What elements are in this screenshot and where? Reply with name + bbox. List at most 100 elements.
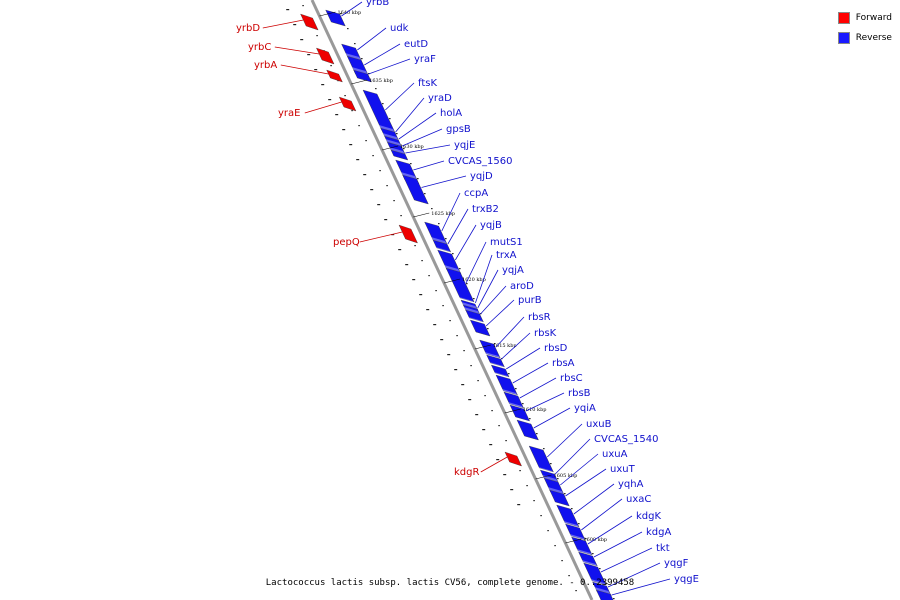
gene-label-reverse: uxaC (626, 494, 651, 505)
gene-reverse-highlight (422, 219, 439, 226)
gene-reverse (463, 307, 484, 323)
gene-reverse-highlight (389, 147, 405, 154)
gene-reverse-highlight (542, 475, 559, 482)
gene-label-forward: kdgR (454, 467, 479, 478)
gene-reverse-shape (325, 9, 346, 27)
label-leader-reverse (364, 43, 401, 66)
label-leader-reverse (611, 578, 671, 596)
gene-label-reverse: uxuA (602, 449, 628, 460)
gene-reverse-highlight (463, 307, 480, 314)
label-leader-reverse (413, 160, 445, 171)
gene-reverse-highlight (563, 521, 580, 528)
kbp-tick-mark (474, 344, 491, 350)
label-leader-reverse (565, 468, 607, 497)
kbp-tick-label: 1615 kbp (493, 343, 517, 349)
label-leader-reverse (512, 362, 549, 384)
gene-reverse (494, 372, 518, 396)
gene-reverse-highlight (527, 443, 544, 450)
gene-forward-shape (338, 96, 357, 112)
gene-label-reverse: rbsK (534, 328, 557, 339)
gene-reverse-highlight (435, 247, 452, 254)
gene-label-forward: yraE (278, 108, 300, 119)
gene-reverse-highlight (590, 579, 607, 586)
gene-reverse-shape (549, 489, 570, 507)
gene-label-reverse: rbsD (544, 343, 568, 354)
kbp-tick-mark (443, 278, 461, 284)
kbp-tick-label: 1605 kbp (554, 473, 578, 479)
gene-reverse-shape (353, 69, 372, 83)
gene-label-reverse: yqgF (664, 558, 689, 569)
gene-reverse (361, 87, 397, 135)
gene-reverse (323, 7, 346, 27)
legend-forward: Forward (837, 8, 892, 28)
gene-label-reverse: tkt (656, 543, 670, 554)
gene-reverse-highlight (581, 560, 598, 567)
kbp-tick-label: 1620 kbp (462, 277, 486, 283)
gene-label-reverse: kdgA (646, 527, 671, 538)
kbp-tick-mark (504, 408, 521, 414)
gene-reverse-highlight (351, 67, 368, 74)
gene-reverse-shape (390, 149, 409, 161)
gene-reverse-shape (503, 391, 524, 409)
label-leader-reverse (600, 547, 653, 573)
label-leader-reverse (341, 1, 363, 17)
gene-forward-shape (316, 47, 335, 65)
gene-label-reverse: rbsR (528, 312, 551, 323)
kbp-tick-label: 1630 kbp (400, 144, 424, 150)
gene-forward-highlight (502, 449, 517, 456)
gene-forward-highlight (337, 94, 352, 101)
gene-forward-shape (326, 69, 343, 83)
label-leader-reverse (385, 82, 415, 111)
gene-label-reverse: yqhA (618, 479, 644, 490)
gene-reverse (400, 172, 429, 205)
kbp-tick-mark (535, 474, 552, 480)
gene-label-reverse: yraF (414, 54, 436, 65)
label-leader-reverse (395, 97, 425, 133)
gene-reverse-shape (362, 89, 397, 135)
label-leader-reverse (587, 515, 633, 545)
gene-label-reverse: yrbB (366, 0, 389, 8)
gene-label-reverse: yqgE (674, 574, 699, 585)
kbp-tick-mark (351, 79, 368, 85)
gene-reverse (554, 502, 580, 528)
gene-reverse (431, 237, 452, 253)
label-leader-reverse (581, 498, 623, 531)
gene-reverse-shape (571, 536, 593, 556)
gene-reverse (563, 521, 586, 541)
label-leader-reverse (465, 241, 487, 284)
label-leader-reverse (501, 332, 531, 360)
gene-label-reverse: holA (440, 108, 462, 119)
gene-reverse-highlight (489, 362, 506, 369)
gene-forward (502, 449, 522, 467)
gene-label-reverse: CVCAS_1560 (448, 156, 512, 167)
gene-label-reverse: uxuT (610, 464, 636, 475)
label-leader-reverse (454, 224, 477, 261)
gene-reverse-shape (565, 523, 586, 541)
gene-forward-highlight (324, 67, 339, 74)
label-leader-forward (304, 101, 342, 114)
gene-reverse (576, 549, 598, 567)
gene-reverse-highlight (494, 372, 510, 379)
label-leader-reverse (368, 58, 411, 75)
kbp-tick-mark (319, 11, 336, 17)
gene-label-reverse: udk (390, 23, 409, 34)
gene-reverse-highlight (538, 467, 555, 474)
gene-reverse (484, 352, 505, 368)
gene-reverse (389, 147, 409, 161)
reverse-label: Reverse (855, 33, 892, 43)
gene-labels: yrbB udk eutD yraF ftsK yraD holA gpsB yqjE CVCAS… (236, 0, 699, 596)
gene-reverse (468, 317, 491, 337)
gene-label-reverse: mutS1 (490, 237, 523, 248)
gene-reverse (508, 402, 530, 422)
gene-label-reverse: kdgK (636, 511, 661, 522)
gene-reverse (501, 389, 524, 409)
gene-label-reverse: rbsA (552, 358, 575, 369)
legend: Forward Reverse (837, 8, 892, 48)
gene-reverse-shape (556, 504, 580, 528)
gene-reverse-highlight (501, 389, 518, 396)
label-leader-reverse (525, 392, 565, 412)
gene-label-forward: yrbA (254, 60, 277, 71)
gene-forward-shape (300, 13, 319, 31)
gene-reverse-shape (486, 354, 505, 368)
gene-reverse (594, 587, 614, 600)
